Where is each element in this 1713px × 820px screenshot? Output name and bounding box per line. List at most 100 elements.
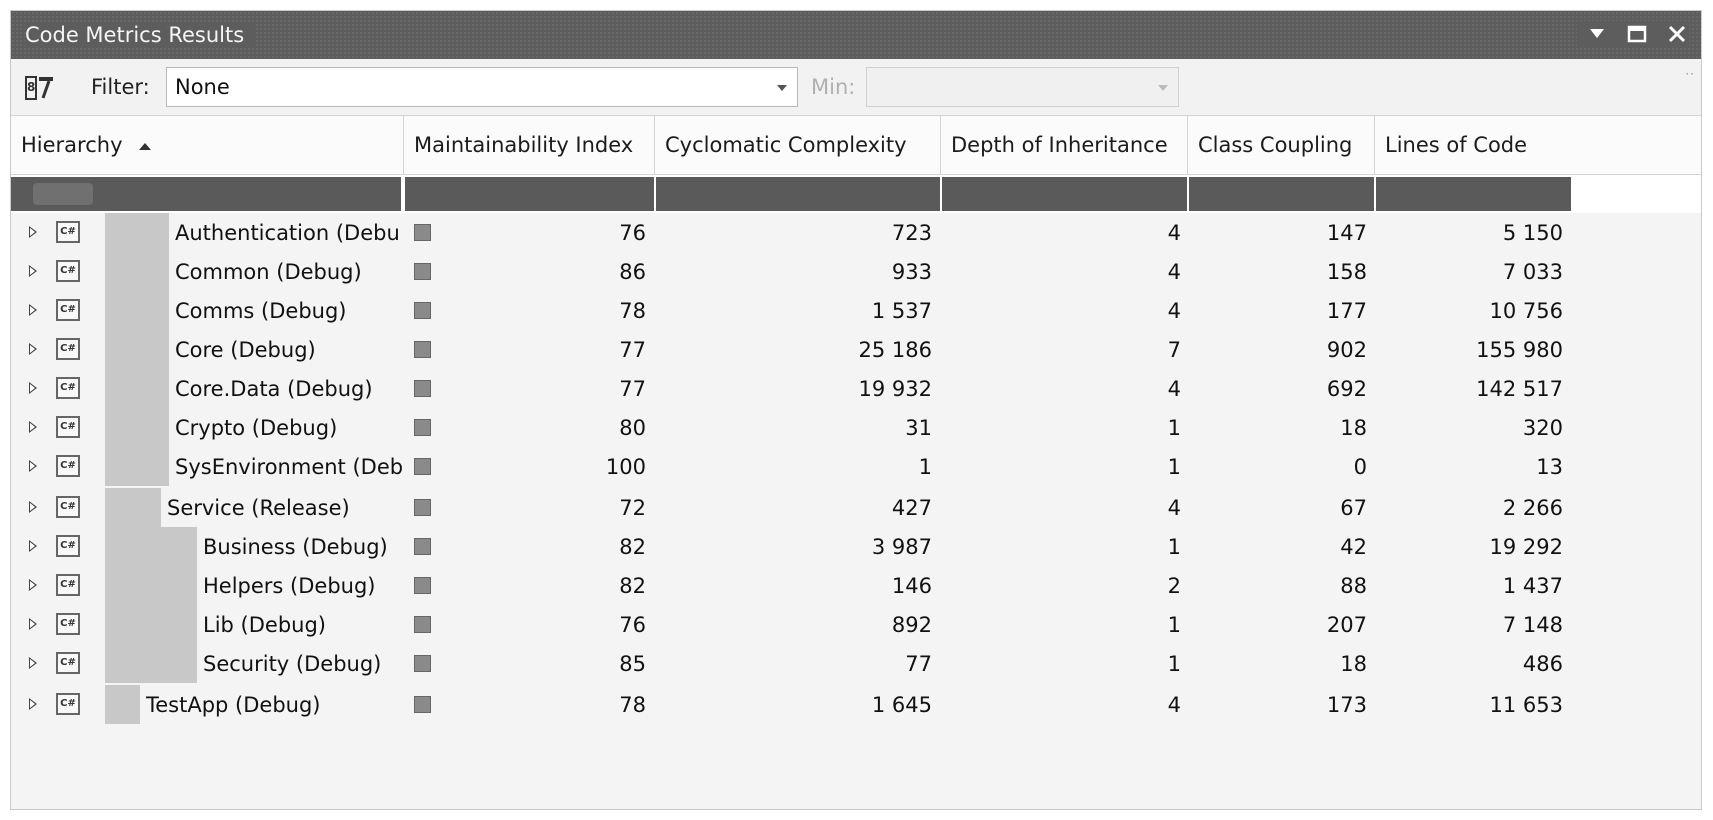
column-header-maintainability-index[interactable]: Maintainability Index <box>404 116 655 174</box>
maintainability-square-icon <box>414 263 431 280</box>
maintainability-index-value: 76 <box>619 613 646 637</box>
column-header-label: Class Coupling <box>1198 133 1353 157</box>
class-coupling-value: 0 <box>1353 455 1367 479</box>
class-coupling-value: 42 <box>1340 535 1367 559</box>
column-header-label: Depth of Inheritance <box>951 133 1168 157</box>
table-row[interactable]: C# SysEnvironment (Deb 100 1 1 0 13 <box>11 447 1701 486</box>
depth-of-inheritance-value: 4 <box>1167 299 1181 323</box>
expand-arrow-icon[interactable] <box>29 657 37 669</box>
depth-of-inheritance-value: 1 <box>1167 652 1181 676</box>
maintainability-index-value: 77 <box>619 377 646 401</box>
class-coupling-value: 147 <box>1326 221 1367 245</box>
expand-arrow-icon[interactable] <box>29 265 37 277</box>
column-header-lines-of-code[interactable]: Lines of Code <box>1375 116 1571 174</box>
depth-of-inheritance-value: 1 <box>1167 613 1181 637</box>
selected-root-row[interactable] <box>11 175 1701 213</box>
lines-of-code-value: 11 653 <box>1489 693 1563 717</box>
metrics-calc-icon[interactable]: 8 <box>25 74 57 102</box>
dropdown-menu-icon[interactable] <box>1585 21 1609 47</box>
table-row[interactable]: C# Business (Debug) 82 3 987 1 42 19 292 <box>11 527 1701 566</box>
maintainability-index-value: 82 <box>619 535 646 559</box>
maintainability-square-icon <box>414 655 431 672</box>
expand-arrow-icon[interactable] <box>29 501 37 513</box>
expand-arrow-icon[interactable] <box>29 460 37 472</box>
expand-arrow-icon[interactable] <box>29 698 37 710</box>
overflow-grip-icon[interactable]: ·· <box>1685 67 1695 81</box>
expand-arrow-icon[interactable] <box>29 579 37 591</box>
project-name: Business (Debug) <box>203 535 388 559</box>
filter-dropdown[interactable]: None <box>166 67 798 107</box>
column-header-depth-of-inheritance[interactable]: Depth of Inheritance <box>941 116 1188 174</box>
maintainability-square-icon <box>414 380 431 397</box>
redacted-indent <box>105 291 169 330</box>
depth-of-inheritance-value: 1 <box>1167 455 1181 479</box>
table-row[interactable]: C# Core (Debug) 77 25 186 7 902 155 980 <box>11 330 1701 369</box>
redacted-indent <box>105 252 169 291</box>
table-row[interactable]: C# Authentication (Debu 76 723 4 147 5 150 <box>11 213 1701 252</box>
project-name: Authentication (Debu <box>175 221 400 245</box>
csharp-project-icon: C# <box>56 377 80 399</box>
redacted-indent <box>105 213 169 252</box>
table-row[interactable]: C# TestApp (Debug) 78 1 645 4 173 11 653 <box>11 685 1701 724</box>
table-row[interactable]: C# Core.Data (Debug) 77 19 932 4 692 142 517 <box>11 369 1701 408</box>
svg-text:8: 8 <box>27 80 35 94</box>
expand-arrow-icon[interactable] <box>29 343 37 355</box>
cyclomatic-complexity-value: 31 <box>905 416 932 440</box>
class-coupling-value: 173 <box>1326 693 1367 717</box>
class-coupling-value: 18 <box>1340 416 1367 440</box>
project-name: Lib (Debug) <box>203 613 326 637</box>
table-row[interactable]: C# Common (Debug) 86 933 4 158 7 033 <box>11 252 1701 291</box>
metrics-grid: Hierarchy Maintainability Index Cyclomat… <box>11 115 1701 724</box>
class-coupling-value: 158 <box>1326 260 1367 284</box>
expand-arrow-icon[interactable] <box>29 421 37 433</box>
table-row[interactable]: C# Comms (Debug) 78 1 537 4 177 10 756 <box>11 291 1701 330</box>
cyclomatic-complexity-value: 25 186 <box>858 338 932 362</box>
maximize-icon[interactable] <box>1625 21 1649 47</box>
table-row[interactable]: C# Lib (Debug) 76 892 1 207 7 148 <box>11 605 1701 644</box>
project-name: Common (Debug) <box>175 260 362 284</box>
maintainability-index-value: 78 <box>619 299 646 323</box>
csharp-project-icon: C# <box>56 613 80 635</box>
lines-of-code-value: 13 <box>1536 455 1563 479</box>
cyclomatic-complexity-value: 892 <box>891 613 932 637</box>
table-row[interactable]: C# Crypto (Debug) 80 31 1 18 320 <box>11 408 1701 447</box>
column-header-class-coupling[interactable]: Class Coupling <box>1188 116 1375 174</box>
column-header-cyclomatic-complexity[interactable]: Cyclomatic Complexity <box>655 116 941 174</box>
chevron-down-icon <box>777 85 787 91</box>
depth-of-inheritance-value: 4 <box>1167 377 1181 401</box>
table-row[interactable]: C# Helpers (Debug) 82 146 2 88 1 437 <box>11 566 1701 605</box>
csharp-project-icon: C# <box>56 260 80 282</box>
min-dropdown[interactable] <box>866 67 1179 107</box>
table-row[interactable]: C# Security (Debug) 85 77 1 18 486 <box>11 644 1701 683</box>
filter-label: Filter: <box>91 75 150 99</box>
sort-ascending-icon <box>138 142 151 150</box>
column-header-hierarchy[interactable]: Hierarchy <box>11 116 404 174</box>
lines-of-code-value: 142 517 <box>1476 377 1563 401</box>
lines-of-code-value: 2 266 <box>1502 496 1563 520</box>
expand-arrow-icon[interactable] <box>29 618 37 630</box>
lines-of-code-value: 10 756 <box>1489 299 1563 323</box>
class-coupling-value: 88 <box>1340 574 1367 598</box>
redacted-indent <box>105 566 197 605</box>
cyclomatic-complexity-value: 19 932 <box>858 377 932 401</box>
depth-of-inheritance-value: 7 <box>1167 338 1181 362</box>
table-row[interactable]: C# Service (Release) 72 427 4 67 2 266 <box>11 488 1701 527</box>
toolbar: 8 Filter: None Min: ·· <box>11 61 1701 115</box>
redacted-indent <box>105 685 140 724</box>
maintainability-square-icon <box>414 577 431 594</box>
maintainability-square-icon <box>414 224 431 241</box>
cyclomatic-complexity-value: 933 <box>891 260 932 284</box>
expand-arrow-icon[interactable] <box>29 540 37 552</box>
class-coupling-value: 177 <box>1326 299 1367 323</box>
maintainability-square-icon <box>414 538 431 555</box>
maintainability-square-icon <box>414 341 431 358</box>
csharp-project-icon: C# <box>56 416 80 438</box>
depth-of-inheritance-value: 1 <box>1167 535 1181 559</box>
close-icon[interactable] <box>1665 21 1689 47</box>
expand-arrow-icon[interactable] <box>29 382 37 394</box>
root-cell <box>942 177 1187 211</box>
cyclomatic-complexity-value: 146 <box>891 574 932 598</box>
expand-arrow-icon[interactable] <box>29 226 37 238</box>
class-coupling-value: 18 <box>1340 652 1367 676</box>
expand-arrow-icon[interactable] <box>29 304 37 316</box>
